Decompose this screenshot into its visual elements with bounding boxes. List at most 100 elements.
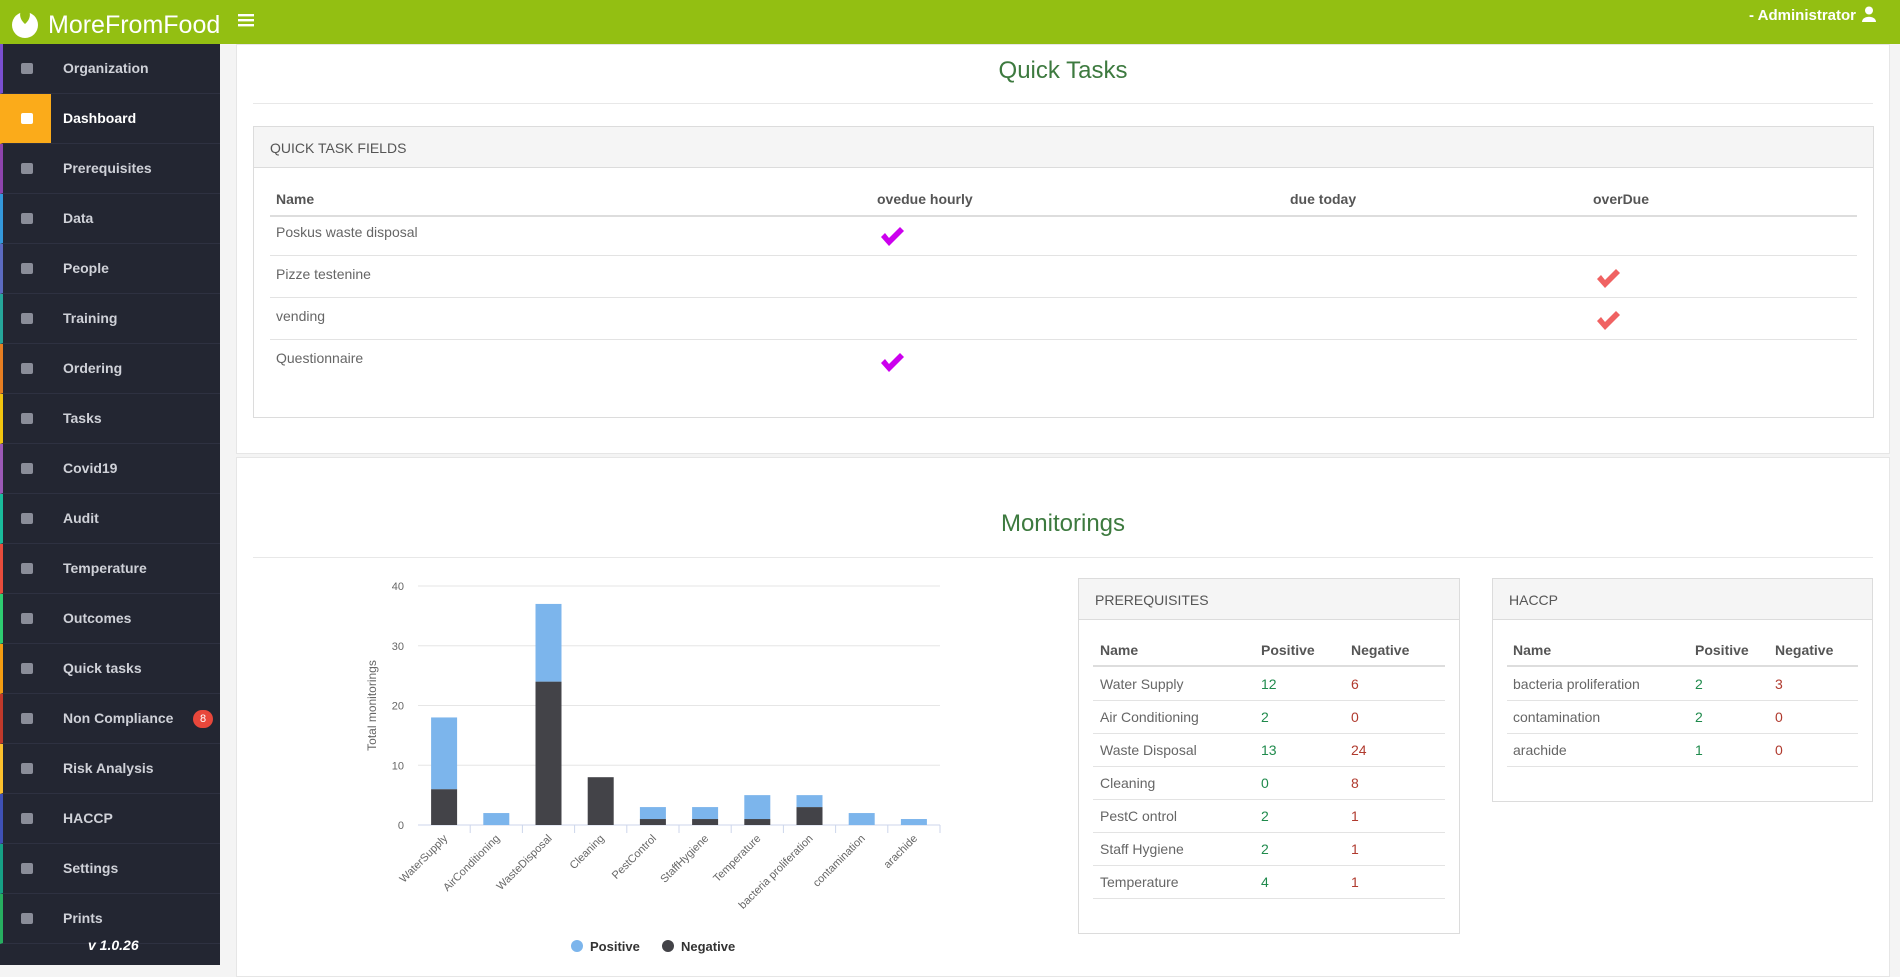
bar-segment bbox=[692, 819, 719, 825]
row-name: Temperature bbox=[1100, 874, 1179, 890]
nav-label: Dashboard bbox=[63, 110, 137, 126]
nav-icon bbox=[3, 894, 51, 943]
nav-item[interactable]: HACCP bbox=[0, 794, 220, 844]
header-rule bbox=[270, 215, 1857, 217]
row-rule bbox=[1093, 733, 1445, 734]
box-header: PREREQUISITES bbox=[1079, 579, 1459, 620]
task-name: Pizze testenine bbox=[276, 266, 371, 282]
row-name: Cleaning bbox=[1100, 775, 1156, 791]
nav-badge: 8 bbox=[193, 710, 213, 728]
nav-icon bbox=[3, 644, 51, 693]
nav-label: Risk Analysis bbox=[63, 760, 154, 776]
row-rule bbox=[1507, 700, 1858, 701]
x-tick-label: arachide bbox=[882, 833, 920, 871]
bar-segment bbox=[431, 789, 458, 825]
nav-item[interactable]: Prints bbox=[0, 894, 220, 944]
nav-item[interactable]: Risk Analysis bbox=[0, 744, 220, 794]
nav-label: Data bbox=[63, 210, 94, 226]
nav-item[interactable]: Outcomes bbox=[0, 594, 220, 644]
nav-icon bbox=[3, 144, 51, 193]
y-tick-label: 30 bbox=[392, 641, 404, 653]
nav-label: Prerequisites bbox=[63, 160, 152, 176]
box-title: PREREQUISITES bbox=[1095, 592, 1209, 608]
negative-count: 24 bbox=[1351, 742, 1367, 758]
column-header: Negative bbox=[1775, 642, 1834, 658]
nav-item[interactable]: People bbox=[0, 244, 220, 294]
x-tick-label: StaffHygiene bbox=[658, 833, 711, 886]
column-header: Name bbox=[1100, 642, 1139, 658]
positive-count: 12 bbox=[1261, 676, 1277, 692]
nav-item[interactable]: Non Compliance 8 bbox=[0, 694, 220, 744]
row-name: contamination bbox=[1513, 709, 1601, 725]
box-header: QUICK TASK FIELDS bbox=[254, 127, 1873, 168]
nav-item[interactable]: Settings bbox=[0, 844, 220, 894]
positive-count: 2 bbox=[1261, 808, 1269, 824]
nav-item[interactable]: Temperature bbox=[0, 544, 220, 594]
positive-count: 1 bbox=[1695, 742, 1703, 758]
row-rule bbox=[1507, 733, 1858, 734]
x-tick-label: contamination bbox=[811, 833, 868, 890]
legend-label: Negative bbox=[681, 939, 735, 954]
user-icon[interactable] bbox=[1862, 6, 1876, 22]
nav-item[interactable]: Data bbox=[0, 194, 220, 244]
positive-count: 13 bbox=[1261, 742, 1277, 758]
column-header: Negative bbox=[1351, 642, 1410, 658]
nav-icon bbox=[3, 694, 51, 743]
bar-segment bbox=[744, 819, 771, 825]
nav-icon bbox=[3, 444, 51, 493]
bar-segment bbox=[692, 807, 719, 820]
bar-segment bbox=[744, 795, 771, 820]
legend-swatch bbox=[662, 940, 674, 952]
nav-item[interactable]: Ordering bbox=[0, 344, 220, 394]
row-rule bbox=[270, 339, 1857, 340]
negative-count: 1 bbox=[1351, 841, 1359, 857]
nav-icon bbox=[3, 794, 51, 843]
column-header: Positive bbox=[1261, 642, 1315, 658]
brand[interactable]: MoreFromFood bbox=[48, 11, 221, 39]
positive-count: 2 bbox=[1261, 709, 1269, 725]
negative-count: 1 bbox=[1351, 874, 1359, 890]
row-rule bbox=[1507, 766, 1858, 767]
nav-item[interactable]: Training bbox=[0, 294, 220, 344]
bar-segment bbox=[900, 819, 927, 825]
menu-toggle[interactable] bbox=[238, 13, 254, 27]
nav-item[interactable]: Audit bbox=[0, 494, 220, 544]
y-tick-label: 20 bbox=[392, 701, 404, 713]
divider bbox=[253, 557, 1873, 558]
nav-icon bbox=[3, 244, 51, 293]
row-rule bbox=[1093, 700, 1445, 701]
negative-count: 8 bbox=[1351, 775, 1359, 791]
nav-item[interactable]: Prerequisites bbox=[0, 144, 220, 194]
row-name: bacteria proliferation bbox=[1513, 676, 1640, 692]
nav-item[interactable]: Tasks bbox=[0, 394, 220, 444]
user-role[interactable]: - Administrator bbox=[1749, 7, 1856, 24]
row-name: PestC ontrol bbox=[1100, 808, 1178, 824]
row-name: Air Conditioning bbox=[1100, 709, 1199, 725]
nav-item[interactable]: Quick tasks bbox=[0, 644, 220, 694]
nav-icon bbox=[3, 344, 51, 393]
nav-label: Settings bbox=[63, 860, 119, 876]
nav-label: Covid19 bbox=[63, 460, 118, 476]
header-rule bbox=[1507, 665, 1858, 667]
task-name: vending bbox=[276, 308, 326, 324]
bar-segment bbox=[639, 819, 666, 825]
nav-item[interactable]: Covid19 bbox=[0, 444, 220, 494]
column-header: ovedue hourly bbox=[877, 191, 973, 207]
nav-label: Audit bbox=[63, 510, 99, 526]
box-title: QUICK TASK FIELDS bbox=[270, 140, 407, 156]
negative-count: 0 bbox=[1775, 742, 1783, 758]
top-bar: MoreFromFood - Administrator bbox=[0, 0, 1900, 44]
row-rule bbox=[1093, 799, 1445, 800]
nav-label: Organization bbox=[63, 60, 149, 76]
panel-title: Monitorings bbox=[1000, 510, 1126, 537]
nav-label: Outcomes bbox=[63, 610, 132, 626]
bar-segment bbox=[848, 813, 875, 825]
x-tick-label: WasteDisposal bbox=[495, 833, 555, 893]
nav-label: Tasks bbox=[63, 410, 102, 426]
row-rule bbox=[270, 297, 1857, 298]
nav-item[interactable]: Organization bbox=[0, 44, 220, 94]
nav-icon bbox=[3, 544, 51, 593]
logo bbox=[12, 6, 38, 38]
nav-item[interactable]: Dashboard bbox=[0, 94, 220, 144]
nav-label: Non Compliance bbox=[63, 710, 174, 726]
